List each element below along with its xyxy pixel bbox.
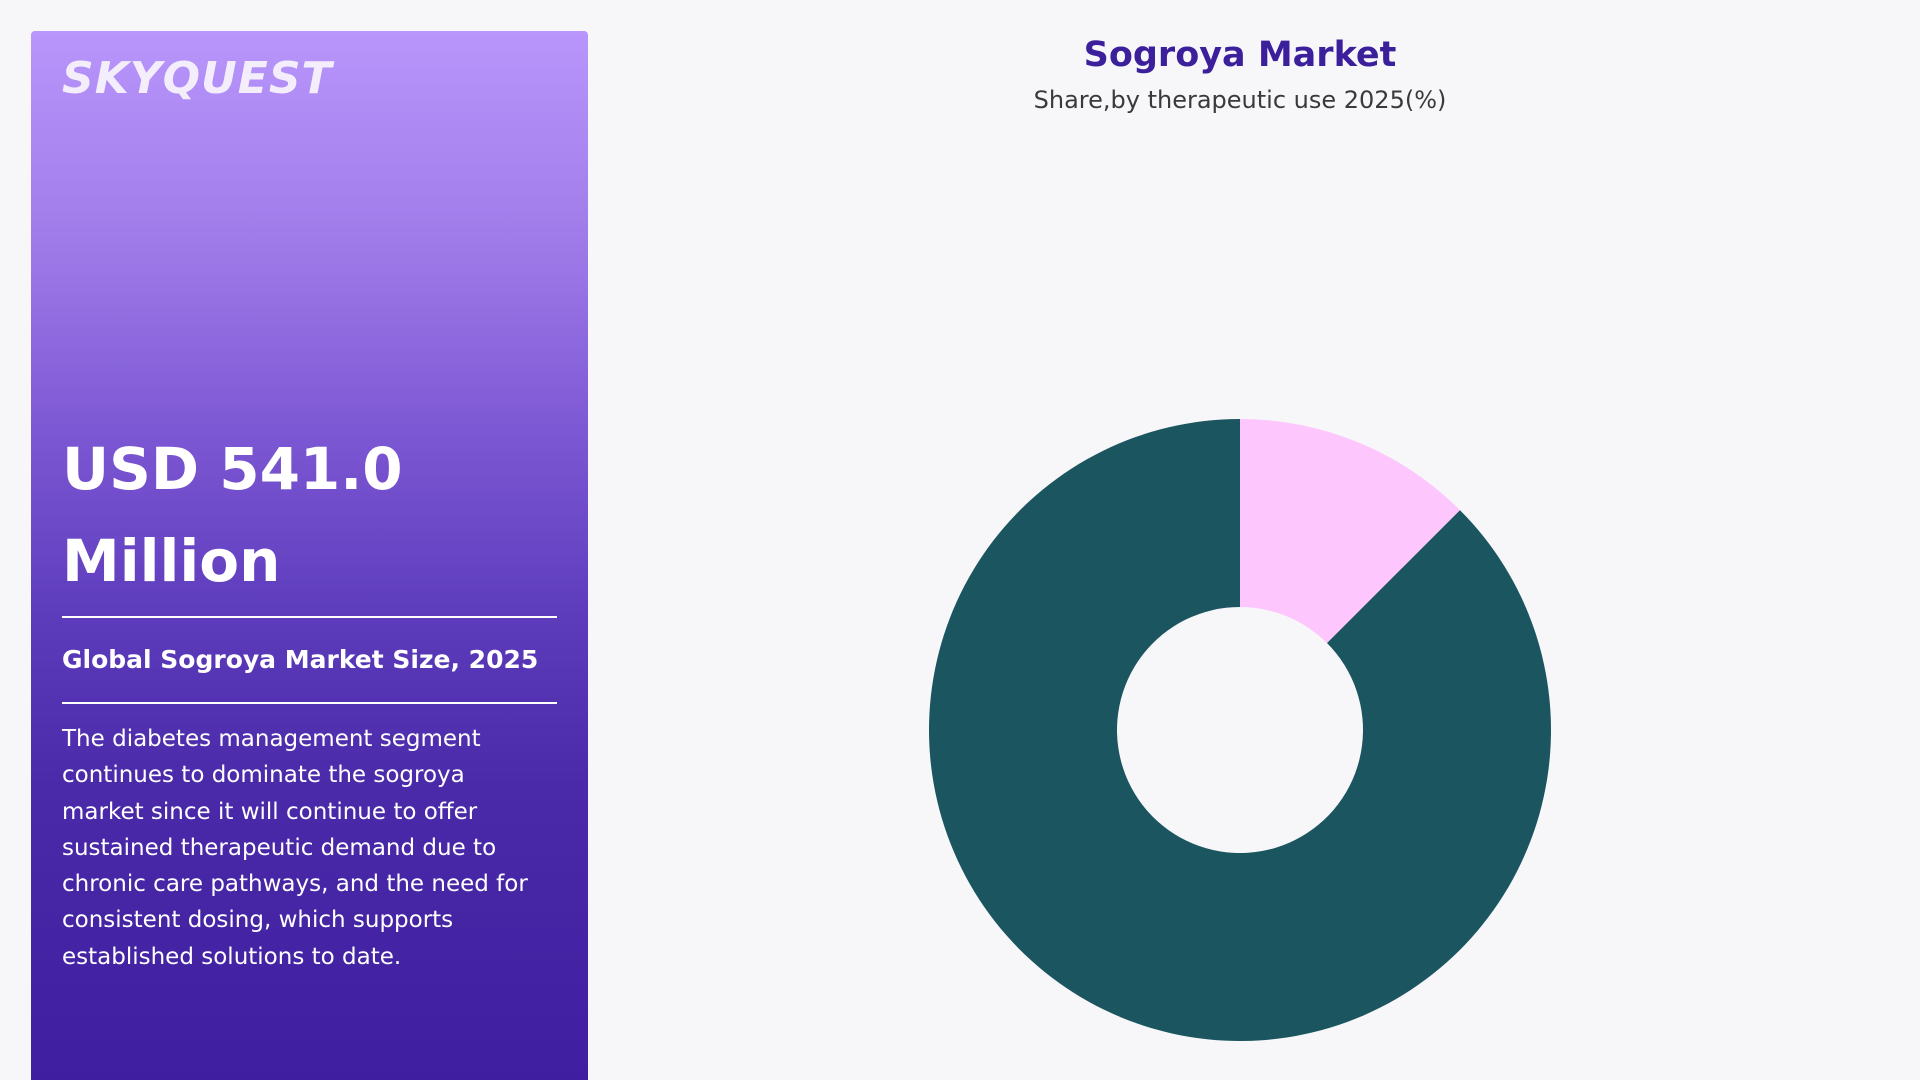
divider xyxy=(62,702,557,704)
market-description: The diabetes management segment continue… xyxy=(62,726,528,970)
donut-slice-2 xyxy=(1240,419,1460,644)
summary-panel: SKYQUEST USD 541.0 Million Global Sogroy… xyxy=(31,31,588,1080)
market-size-subtitle: Global Sogroya Market Size, 2025 xyxy=(62,645,539,674)
chart-subtitle: Share,by therapeutic use 2025(%) xyxy=(1033,86,1447,114)
market-size-headline: USD 541.0 Million xyxy=(62,435,403,595)
skyquest-logo: SKYQUEST xyxy=(62,53,333,104)
chart-title: Sogroya Market xyxy=(1083,35,1397,75)
donut-chart xyxy=(929,419,1551,1041)
divider xyxy=(62,616,557,618)
